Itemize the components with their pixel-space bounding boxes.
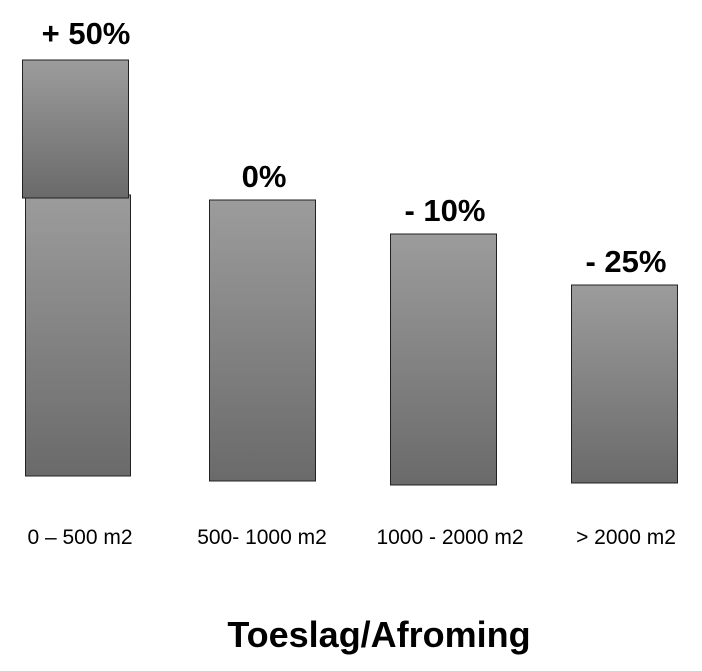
data-label-2: - 10%: [405, 193, 486, 228]
bars-group: [22, 59, 678, 486]
category-label-0: 0 – 500 m2: [27, 526, 132, 549]
chart-title: Toeslag/Afroming: [227, 614, 530, 655]
category-label-1: 500- 1000 m2: [197, 526, 327, 549]
bar-0-base: [25, 194, 131, 477]
data-label-0: + 50%: [42, 16, 131, 51]
category-label-2: 1000 - 2000 m2: [376, 526, 523, 549]
bar-2: [390, 233, 497, 486]
bar-3: [571, 284, 678, 484]
bar-1: [209, 199, 316, 482]
category-labels-group: 0 – 500 m2 500- 1000 m2 1000 - 2000 m2 > 20…: [27, 526, 675, 549]
category-label-3: > 2000 m2: [576, 526, 676, 549]
data-labels-group: + 50% 0% - 10% - 25%: [42, 16, 667, 279]
bar-0-surcharge: [22, 59, 129, 199]
data-label-1: 0%: [242, 159, 287, 194]
data-label-3: - 25%: [586, 244, 667, 279]
